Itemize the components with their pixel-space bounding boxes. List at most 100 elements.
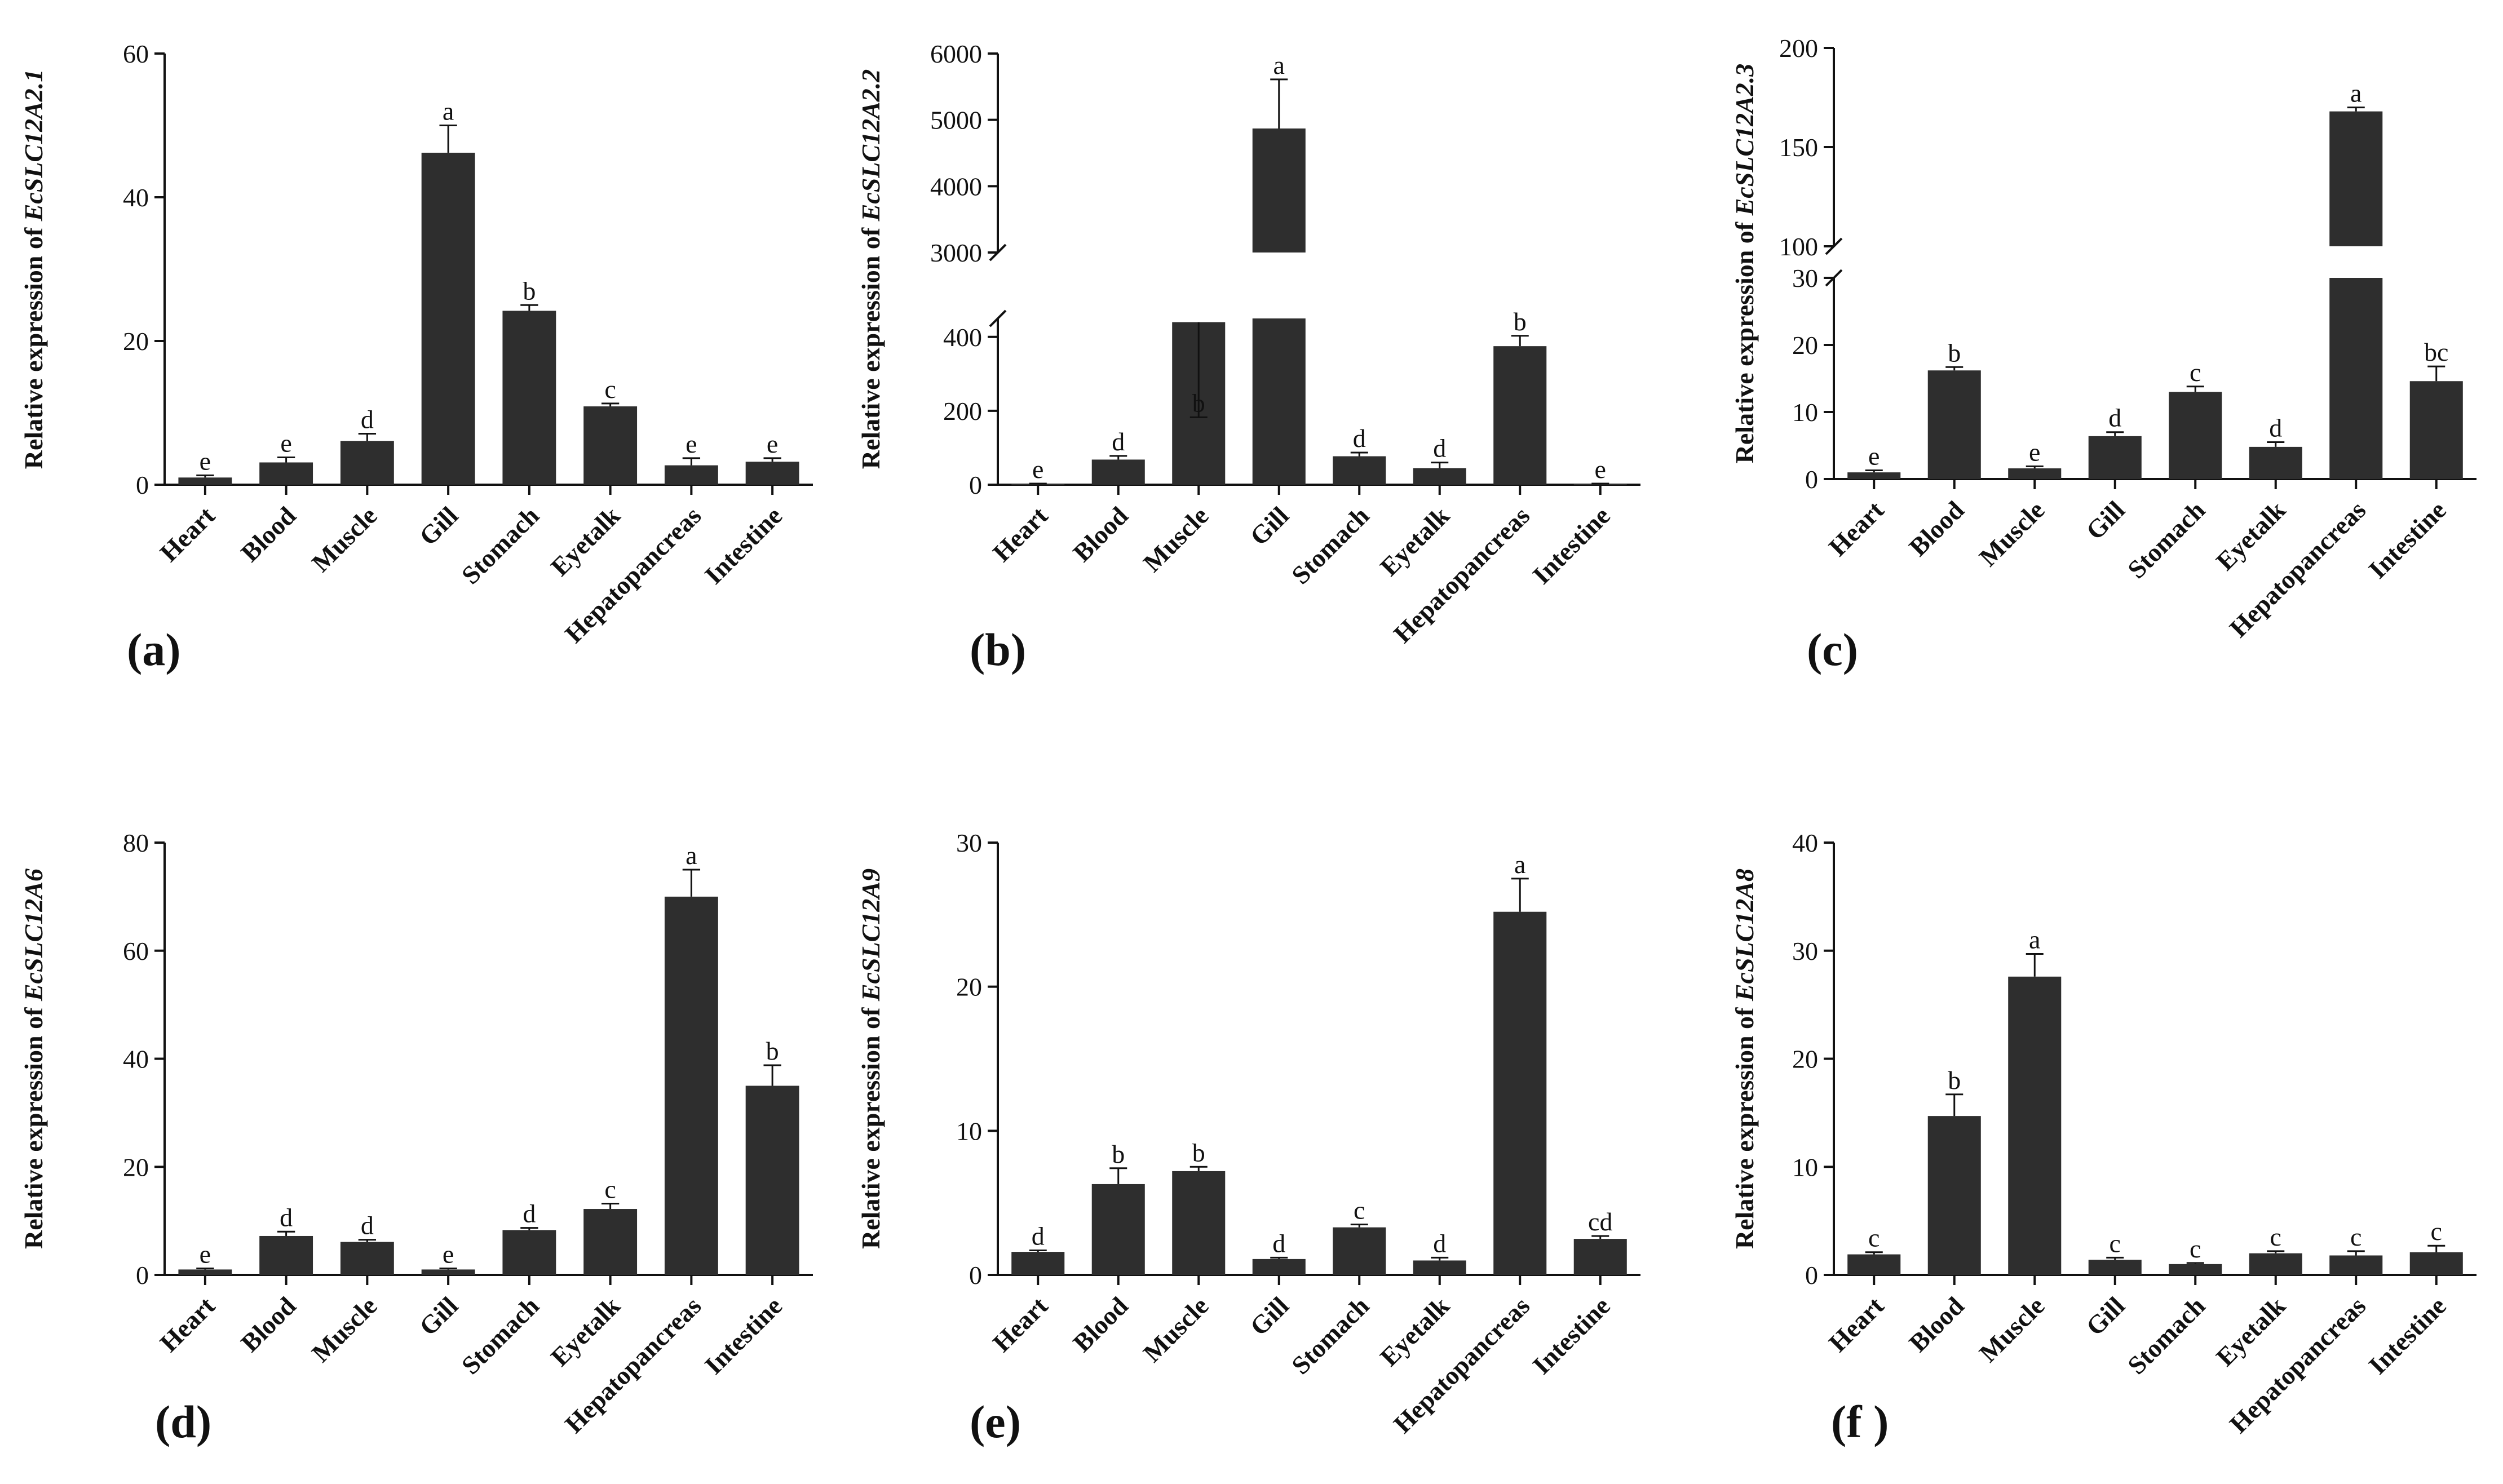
- x-tick-label: Eyetalk: [545, 501, 626, 582]
- significance-label: d: [2108, 404, 2121, 432]
- bar-gill: [1252, 1259, 1306, 1275]
- significance-label: a: [443, 97, 454, 126]
- y-tick-label: 20: [123, 327, 149, 356]
- x-tick-label: Muscle: [1974, 495, 2050, 572]
- significance-label: b: [1192, 1138, 1205, 1167]
- y-tick-label: 0: [969, 471, 982, 499]
- significance-label: e: [280, 429, 291, 458]
- y-tick-label: 60: [123, 39, 149, 68]
- panel-label: (c): [1807, 624, 1858, 675]
- significance-label: c: [2350, 1222, 2362, 1251]
- x-tick-label: Intestine: [2363, 1291, 2452, 1380]
- significance-label: d: [361, 1211, 374, 1240]
- significance-label: e: [1032, 455, 1043, 484]
- bar-eyetalk: [1413, 1260, 1466, 1275]
- significance-label: b: [766, 1036, 779, 1065]
- y-tick-label: 20: [1792, 331, 1818, 360]
- y-tick-label: 20: [123, 1153, 149, 1181]
- bar-heart: [178, 1269, 232, 1275]
- x-tick-label: Heart: [987, 1291, 1054, 1358]
- x-tick-label: Muscle: [306, 501, 382, 577]
- y-axis-label: Relative expression of EcSLC12A6: [19, 869, 48, 1249]
- bar-heart: [178, 477, 232, 485]
- bar-gill-lower: [1252, 318, 1306, 485]
- bar-stomach: [2169, 1264, 2222, 1275]
- y-tick-label: 5000: [930, 106, 982, 135]
- significance-label: c: [1868, 1224, 1880, 1252]
- y-tick-label: 6000: [930, 39, 982, 68]
- y-axis-label-gene: EcSLC12A2.1: [19, 69, 48, 222]
- significance-label: d: [523, 1199, 536, 1228]
- bar-muscle: [1172, 1171, 1226, 1275]
- significance-label: d: [2269, 414, 2282, 442]
- bar-intestine: [745, 462, 799, 485]
- bar-eyetalk: [1413, 468, 1466, 485]
- bar-intestine: [745, 1086, 799, 1275]
- y-axis-label-prefix: Relative expression of: [1730, 215, 1759, 463]
- significance-label: e: [200, 1239, 211, 1268]
- y-tick-label: 40: [123, 183, 149, 212]
- x-tick-label: Gill: [2080, 495, 2130, 545]
- bar-gill: [2088, 436, 2142, 479]
- significance-label: a: [2350, 79, 2362, 108]
- x-tick-label: Eyetalk: [2210, 495, 2291, 576]
- y-axis-label-prefix: Relative expression of: [856, 1001, 885, 1249]
- y-tick-label: 0: [969, 1261, 982, 1290]
- bar-gill: [1252, 128, 1306, 252]
- bar-hepatopancreas: [664, 465, 718, 485]
- panel-label: (f ): [1831, 1396, 1889, 1447]
- significance-label: e: [767, 429, 778, 458]
- panel-a: 0 20 40 60 e Heart e Blood d Muscle a Gill b Stomach c…: [19, 39, 813, 675]
- bar-intestine: [2409, 381, 2463, 479]
- x-tick-label: Intestine: [1527, 501, 1616, 590]
- bar-hepatopancreas-lower: [2329, 278, 2383, 479]
- significance-label: d: [1433, 1229, 1446, 1257]
- x-tick-label: Blood: [1903, 495, 1970, 562]
- bar-hepatopancreas: [1493, 911, 1547, 1275]
- x-tick-label: Eyetalk: [1374, 501, 1455, 582]
- significance-label: e: [200, 446, 211, 475]
- y-tick-label: 0: [1805, 465, 1818, 494]
- x-tick-label: Gill: [414, 1291, 463, 1341]
- x-tick-label: Blood: [1903, 1291, 1970, 1358]
- significance-label: e: [2029, 437, 2040, 466]
- significance-label: e: [686, 429, 697, 458]
- y-axis-label-gene: EcSLC12A9: [856, 869, 885, 1002]
- x-tick-label: Eyetalk: [1374, 1291, 1455, 1372]
- y-axis-label-gene: EcSLC12A6: [19, 869, 48, 1002]
- y-tick-label: 20: [956, 973, 982, 1002]
- bar-stomach: [502, 311, 556, 485]
- y-tick-label: 0: [136, 471, 149, 499]
- x-tick-label: Gill: [2080, 1291, 2130, 1341]
- significance-label: c: [2270, 1222, 2281, 1251]
- x-tick-label: Muscle: [1138, 1291, 1214, 1367]
- y-axis-label-prefix: Relative expression of: [19, 221, 48, 469]
- panel-label: (a): [127, 624, 181, 675]
- x-tick-label: Muscle: [306, 1291, 382, 1367]
- x-tick-label: Eyetalk: [545, 1291, 626, 1372]
- bar-hepatopancreas: [2329, 1255, 2383, 1275]
- bar-intestine: [2409, 1252, 2463, 1275]
- x-tick-label: Muscle: [1974, 1291, 2050, 1367]
- x-tick-label: Heart: [154, 1291, 221, 1358]
- significance-label: c: [2431, 1217, 2442, 1246]
- x-tick-label: Gill: [1244, 501, 1294, 551]
- x-tick-label: Stomach: [456, 1291, 545, 1380]
- bar-gill: [421, 1269, 475, 1275]
- bar-heart: [1011, 1252, 1065, 1275]
- y-tick-label: 0: [136, 1261, 149, 1290]
- y-tick-label: 100: [1779, 232, 1818, 261]
- significance-label: d: [1032, 1222, 1045, 1251]
- y-tick-label: 40: [1792, 829, 1818, 857]
- y-axis-label-prefix: Relative expression of: [19, 1001, 48, 1249]
- bar-stomach: [502, 1230, 556, 1275]
- x-tick-label: Hepatopancreas: [559, 1291, 706, 1438]
- x-tick-label: Heart: [154, 501, 221, 568]
- significance-label: d: [1433, 434, 1446, 463]
- x-tick-label: Blood: [235, 501, 302, 568]
- y-tick-label: 0: [1805, 1261, 1818, 1290]
- significance-label: b: [1514, 307, 1527, 336]
- bar-blood: [1091, 1184, 1145, 1275]
- significance-label: c: [604, 1175, 616, 1203]
